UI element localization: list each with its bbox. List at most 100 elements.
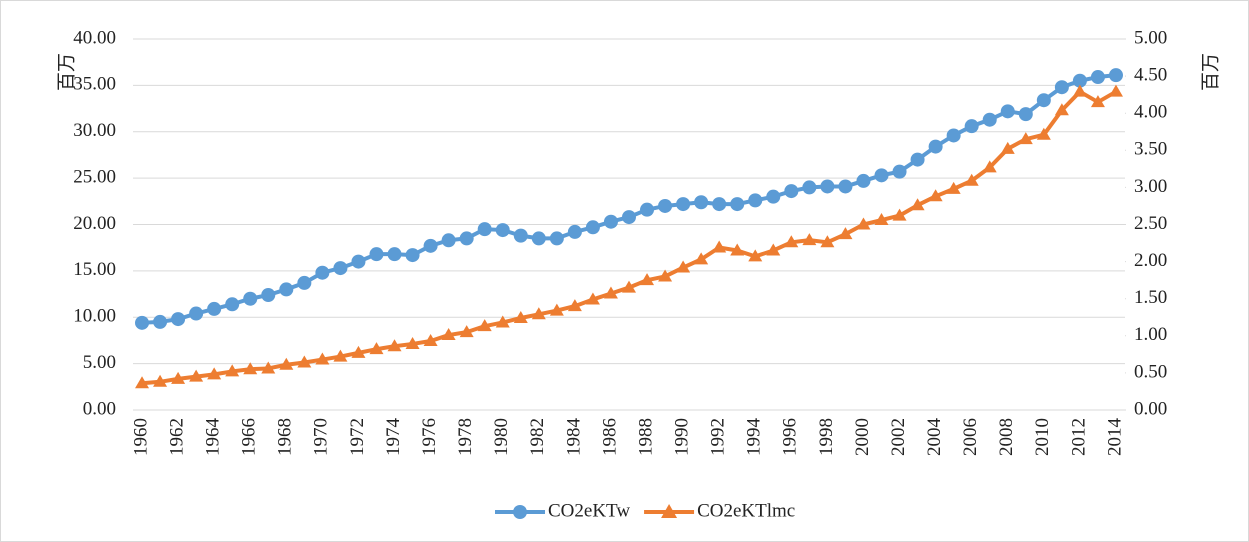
data-point [982,160,997,173]
x-tick-label: 1998 [816,418,837,456]
data-point [531,307,546,320]
data-point [243,362,258,375]
data-point [748,193,763,208]
data-point [712,240,727,253]
data-point [748,249,763,262]
data-point [243,291,258,306]
data-point [315,265,330,280]
y-tick-label: 20.00 [73,213,116,234]
data-point [964,119,979,134]
x-tick-label: 1990 [671,418,692,456]
data-point [441,233,456,248]
data-point [531,231,546,246]
data-point [333,349,348,362]
y-axis-title: 百万 [56,53,77,91]
data-point [784,184,799,199]
data-point [477,319,492,332]
data-point [820,235,835,248]
data-point [459,231,474,246]
y2-tick-label: 1.00 [1134,324,1167,345]
y2-tick-label: 4.00 [1134,102,1167,123]
data-point [856,217,871,230]
data-point [207,301,222,316]
x-tick-label: 2004 [924,418,945,457]
data-point [603,286,618,299]
data-point [603,214,618,229]
data-point [441,328,456,341]
data-point [640,202,655,217]
y2-tick-label: 5.00 [1134,27,1167,48]
x-tick-label: 1994 [744,418,765,457]
x-tick-label: 2010 [1032,418,1053,456]
data-point [423,333,438,346]
data-point [1018,132,1033,145]
y-tick-label: 5.00 [83,352,116,373]
x-tick-label: 1982 [527,418,548,456]
data-point [622,210,636,225]
data-point [207,367,222,380]
y2-tick-label: 0.50 [1134,361,1167,382]
data-point [658,269,673,282]
data-point [225,364,240,377]
data-point [153,314,168,329]
data-point [820,179,835,194]
data-point [1090,70,1105,85]
data-point [946,128,961,143]
x-tick-label: 2008 [996,418,1017,456]
data-point [171,312,186,327]
y2-tick-label: 3.50 [1134,139,1167,160]
y2-tick-label: 4.50 [1134,64,1167,85]
x-tick-label: 1962 [166,418,187,456]
data-point [928,189,943,202]
data-point [387,247,402,262]
y-tick-label: 40.00 [73,27,116,48]
y2-tick-label: 1.50 [1134,287,1167,308]
data-point [856,173,871,188]
data-point [874,213,889,226]
data-point [766,189,781,204]
legend-marker [661,504,678,518]
x-tick-label: 1966 [239,418,260,456]
data-point [892,208,907,221]
data-point [189,369,204,382]
data-point [1018,107,1033,122]
x-tick-label: 1960 [130,418,151,456]
data-point [495,223,510,238]
legend-label: CO2eKTw [548,500,630,521]
data-point [676,260,691,273]
x-tick-label: 1980 [491,418,512,456]
data-point [640,273,655,286]
data-point [1000,104,1015,119]
x-tick-label: 1964 [203,418,224,457]
data-point [459,325,474,338]
data-point [333,261,348,276]
x-tick-label: 1984 [563,418,584,457]
data-point [297,275,312,290]
data-point [928,139,943,154]
data-point [477,222,492,237]
data-point [369,342,384,355]
data-point [513,228,528,243]
data-point [676,197,691,212]
y-tick-label: 35.00 [73,74,116,95]
data-point [964,173,979,186]
data-point [261,287,276,302]
data-point [946,181,961,194]
data-point [1054,103,1069,116]
data-point [766,243,781,256]
data-point [694,195,709,210]
data-point [1072,84,1087,97]
data-point [1108,68,1123,83]
y2-tick-label: 2.50 [1134,213,1167,234]
x-tick-label: 2014 [1104,418,1125,457]
data-point [387,339,402,352]
y2-tick-label: 2.00 [1134,250,1167,271]
x-tick-label: 1978 [455,418,476,456]
data-point [910,198,925,211]
y2-tick-label: 3.00 [1134,176,1167,197]
x-tick-label: 1968 [275,418,296,456]
legend-marker [513,505,527,519]
x-tick-label: 2012 [1068,418,1089,456]
y-tick-label: 30.00 [73,120,116,141]
